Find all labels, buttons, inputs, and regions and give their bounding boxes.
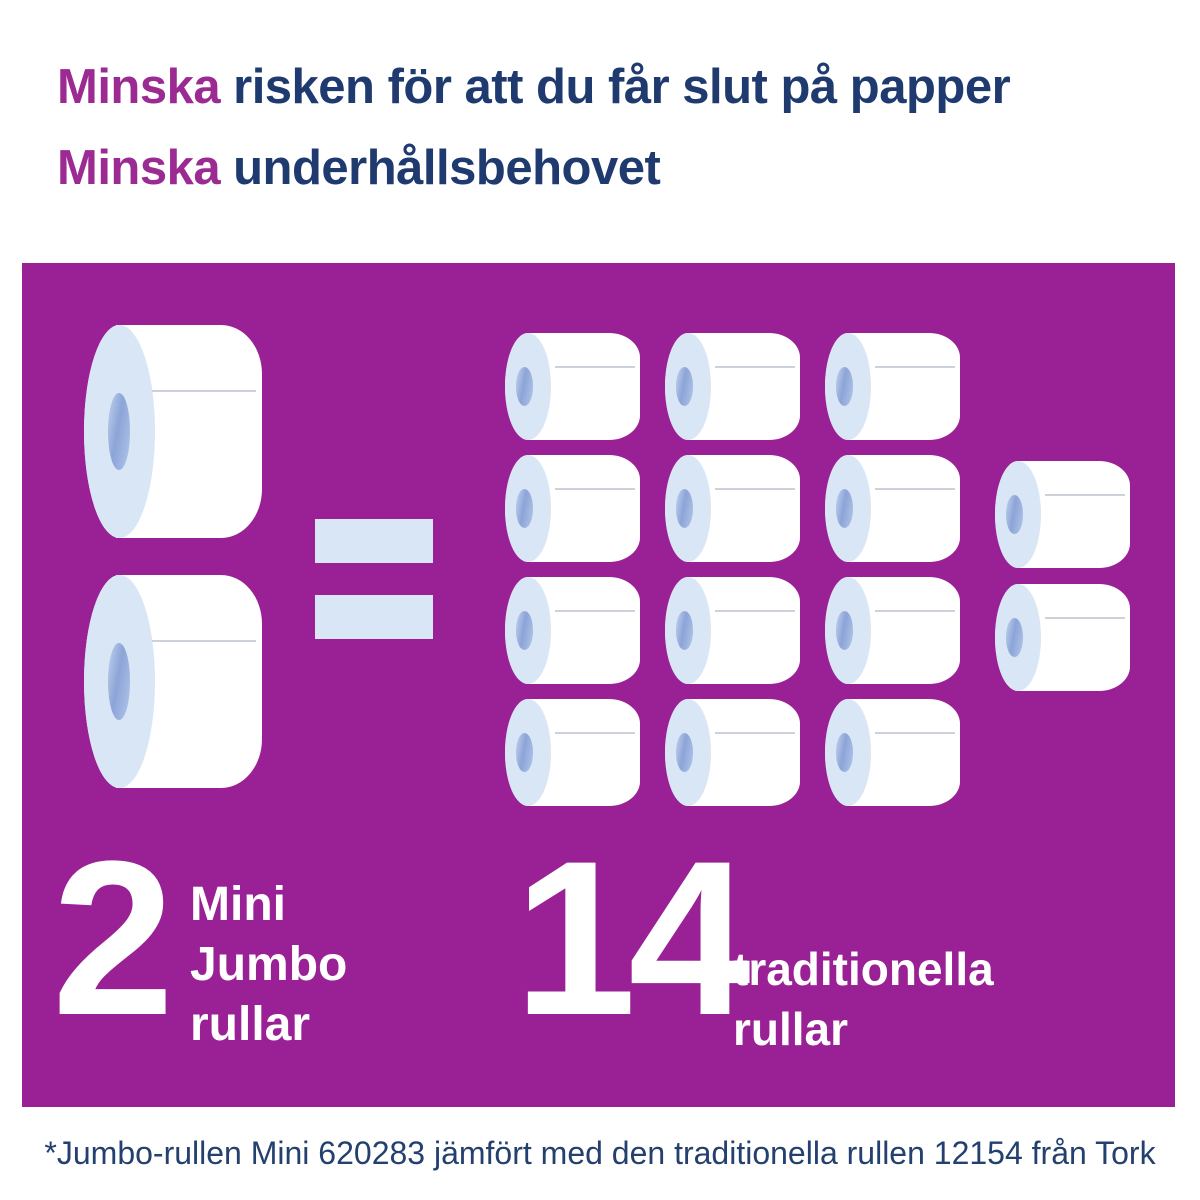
- traditional-label-line-1: traditionella: [733, 943, 994, 995]
- roll-core-icon: [1006, 495, 1024, 534]
- traditional-roll: [505, 699, 640, 806]
- roll-perforation-line: [714, 731, 796, 734]
- title-rest-1: risken för att du får slut på papper: [233, 60, 1011, 114]
- traditional-roll: [665, 699, 800, 806]
- jumbo-roll: [84, 575, 262, 788]
- roll-perforation-line: [874, 731, 956, 734]
- roll-core-icon: [108, 393, 131, 470]
- roll-perforation-line: [714, 487, 796, 490]
- roll-core-icon: [676, 367, 694, 406]
- traditional-label-line-2: rullar: [733, 1003, 849, 1055]
- traditional-roll: [665, 333, 800, 440]
- roll-perforation-line: [554, 609, 636, 612]
- traditional-count: 14: [514, 815, 751, 1061]
- roll-perforation-line: [874, 365, 956, 368]
- traditional-roll: [825, 577, 960, 684]
- jumbo-roll: [84, 325, 262, 538]
- equals-bar-top: [315, 519, 433, 563]
- comparison-panel: 2 Mini Jumbo rullar 14 traditionella rul…: [22, 263, 1175, 1107]
- roll-perforation-line: [151, 389, 256, 392]
- title-highlight-1: Minska: [57, 60, 221, 114]
- traditional-roll: [505, 455, 640, 562]
- roll-perforation-line: [714, 609, 796, 612]
- traditional-roll: [825, 333, 960, 440]
- roll-perforation-line: [554, 731, 636, 734]
- traditional-rolls-group: [22, 263, 1175, 1107]
- title-rest-2: underhållsbehovet: [233, 141, 661, 195]
- page-title: Minska risken för att du får slut på papp…: [57, 47, 1011, 209]
- equals-bar-bottom: [315, 595, 433, 639]
- roll-core-icon: [836, 611, 854, 650]
- traditional-roll: [505, 333, 640, 440]
- roll-core-icon: [836, 367, 854, 406]
- roll-perforation-line: [874, 487, 956, 490]
- roll-perforation-line: [1044, 493, 1126, 496]
- roll-core-icon: [516, 611, 534, 650]
- roll-core-icon: [676, 733, 694, 772]
- roll-core-icon: [676, 489, 694, 528]
- roll-core-icon: [516, 733, 534, 772]
- roll-perforation-line: [554, 487, 636, 490]
- title-line-2: Minska underhållsbehovet: [57, 128, 1010, 209]
- traditional-roll: [825, 699, 960, 806]
- roll-perforation-line: [151, 639, 256, 642]
- jumbo-label-line-2: Jumbo: [190, 938, 348, 991]
- roll-perforation-line: [1044, 616, 1126, 619]
- footnote: *Jumbo-rullen Mini 620283 jämfört med de…: [44, 1135, 1156, 1171]
- roll-perforation-line: [874, 609, 956, 612]
- roll-core-icon: [516, 367, 534, 406]
- jumbo-rolls-group: [22, 263, 1175, 1107]
- traditional-roll: [505, 577, 640, 684]
- roll-core-icon: [108, 643, 131, 720]
- jumbo-label: Mini Jumbo rullar: [190, 875, 347, 1055]
- roll-core-icon: [1006, 618, 1024, 657]
- roll-core-icon: [516, 489, 534, 528]
- title-line-1: Minska risken för att du får slut på papp…: [57, 47, 1011, 128]
- title-highlight-2: Minska: [57, 141, 221, 195]
- roll-core-icon: [836, 489, 854, 528]
- traditional-roll: [825, 455, 960, 562]
- jumbo-label-line-3: rullar: [190, 998, 311, 1051]
- roll-core-icon: [676, 611, 694, 650]
- traditional-roll: [995, 584, 1130, 691]
- roll-core-icon: [836, 733, 854, 772]
- traditional-label: traditionella rullar: [733, 939, 994, 1059]
- roll-perforation-line: [714, 365, 796, 368]
- traditional-roll: [665, 455, 800, 562]
- traditional-roll: [665, 577, 800, 684]
- jumbo-label-line-1: Mini: [190, 878, 286, 931]
- traditional-roll: [995, 461, 1130, 568]
- jumbo-count: 2: [52, 815, 174, 1061]
- roll-perforation-line: [554, 365, 636, 368]
